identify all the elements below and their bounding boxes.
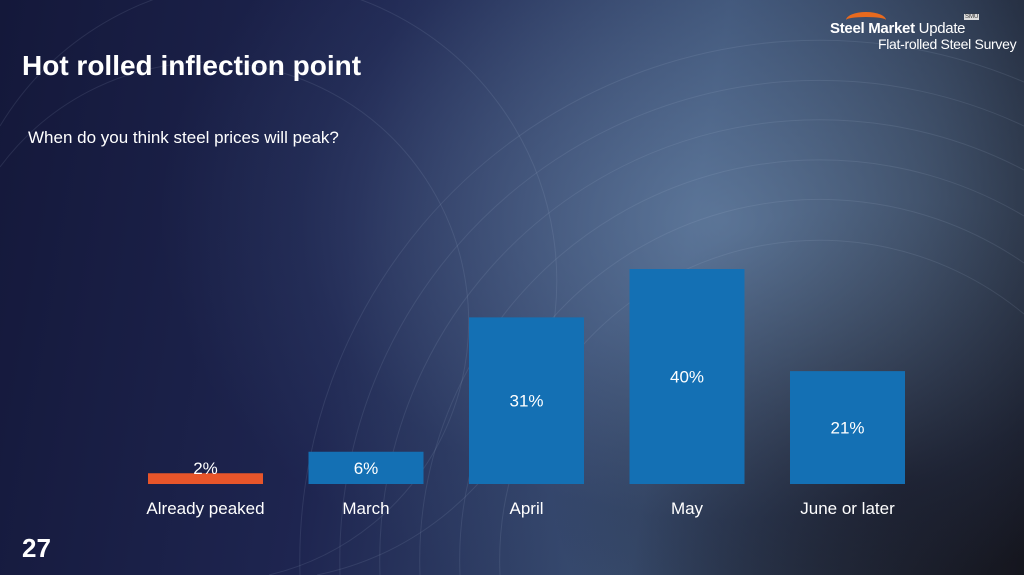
bar-0 [148,473,263,484]
logo-brand-bold: Steel Market [830,20,915,37]
category-label: April [509,499,543,518]
bar-3 [629,269,745,484]
data-label: 6% [354,459,379,478]
slide-title: Hot rolled inflection point [22,50,362,81]
logo-brand-light: Update [918,20,966,37]
category-label: June or later [800,499,895,518]
category-label: Already peaked [146,499,264,518]
page-number: 27 [22,533,51,563]
logo-subtitle: Flat-rolled Steel Survey [878,36,1017,52]
category-label: March [342,499,389,518]
data-label: 2% [193,459,218,478]
bar-1 [308,451,424,484]
data-label: 31% [509,392,543,411]
survey-question: When do you think steel prices will peak… [28,128,339,147]
bar-2 [469,317,584,484]
logo-badge: SMU [964,14,980,20]
steel-market-update-logo: SMU Steel Market Update Flat-rolled Stee… [828,12,1018,54]
logo-swoosh-icon [846,12,886,28]
data-label: 40% [670,368,704,387]
data-label: 21% [830,419,864,438]
bar-4 [790,371,905,484]
category-label: May [671,499,704,518]
